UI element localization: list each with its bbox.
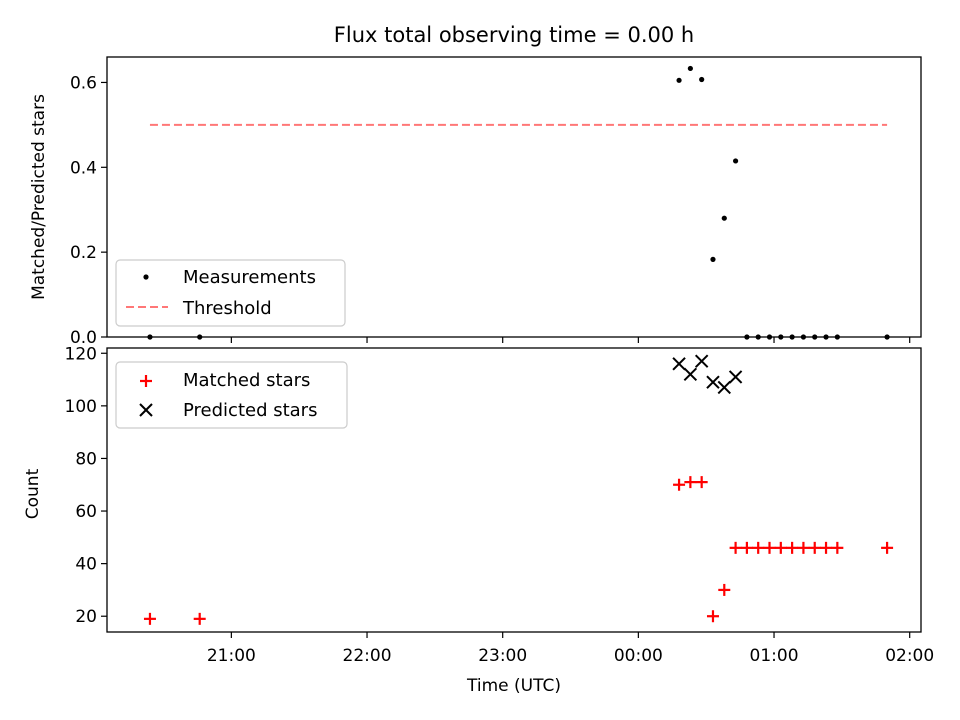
chart-title: Flux total observing time = 0.00 h [334,23,694,47]
measurement-point [732,158,739,164]
bottom-y-axis-label: Count [23,468,43,519]
bottom-y-tick-label: 100 [65,397,97,417]
matched-stars-point [820,541,833,554]
top-y-tick-label: 0.2 [70,243,97,263]
matched-stars-point [673,478,686,491]
matched-stars-point [881,541,894,554]
bottom-y-tick-label: 120 [65,344,97,364]
x-tick-label: 21:00 [207,646,256,666]
top-legend-box [115,259,346,327]
predicted-stars-point [683,367,698,382]
predicted-stars-point [706,375,720,389]
matched-stars-point [786,541,799,554]
predicted-stars-stroke [706,375,720,389]
bottom-legend: Matched stars Predicted stars [115,361,348,429]
x-tick-label: 01:00 [750,646,799,666]
measurement-point [687,65,693,72]
bottom-plot-area [143,354,894,625]
predicted-stars-stroke [717,380,731,395]
legend-predicted-marker [139,403,153,417]
matched-stars-point [193,612,206,625]
x-tick-label: 02:00 [885,646,934,666]
matched-stars-point [729,541,742,554]
top-y-tick-label: 0.0 [70,328,97,348]
matched-stars-point [808,541,821,554]
matched-stars-point [143,612,156,625]
matched-stars-point [740,541,753,554]
predicted-stars-stroke [672,357,686,371]
top-legend: Measurements Threshold [115,259,346,327]
matched-stars-point [718,583,731,596]
predicted-stars-point [694,354,709,368]
top-y-tick-label: 0.6 [70,73,97,93]
top-y-axis-label: Matched/Predicted stars [29,94,49,300]
matched-stars-point [774,541,787,554]
matched-stars-point [695,476,708,489]
predicted-stars-point [728,370,743,384]
legend-threshold-label: Threshold [182,298,272,319]
legend-measurements-label: Measurements [183,267,316,288]
matched-stars-point [797,541,810,554]
measurement-point [710,256,716,262]
matched-stars-point [831,541,844,554]
bottom-y-tick-label: 80 [75,449,97,469]
matched-stars-point [684,476,697,489]
predicted-stars-point [717,380,731,395]
bottom-axes-frame [106,347,922,633]
top-y-tick-label: 0.4 [70,158,97,178]
x-tick-label: 22:00 [343,646,392,666]
bottom-y-tick-label: 40 [75,555,97,575]
measurement-point [721,215,727,221]
predicted-stars-point [672,357,686,371]
matched-stars-point [752,541,765,554]
x-tick-label: 00:00 [614,646,663,666]
predicted-stars-stroke [728,370,743,384]
predicted-stars-stroke [694,354,709,368]
matched-stars-point [706,610,719,623]
legend-measurements-marker [143,274,149,280]
bottom-y-tick-label: 20 [75,607,97,627]
x-axis-label: Time (UTC) [466,676,561,696]
matched-stars-point [763,541,776,554]
legend-predicted-label: Predicted stars [183,400,317,421]
predicted-stars-stroke [683,367,698,382]
measurement-point [676,77,682,83]
legend-matched-marker [140,375,152,387]
top-axes-frame [106,56,922,338]
measurement-point [699,76,705,83]
legend-matched-label: Matched stars [183,370,310,391]
bottom-legend-box [115,361,348,429]
x-tick-label: 23:00 [478,646,527,666]
bottom-y-tick-label: 60 [75,502,97,522]
